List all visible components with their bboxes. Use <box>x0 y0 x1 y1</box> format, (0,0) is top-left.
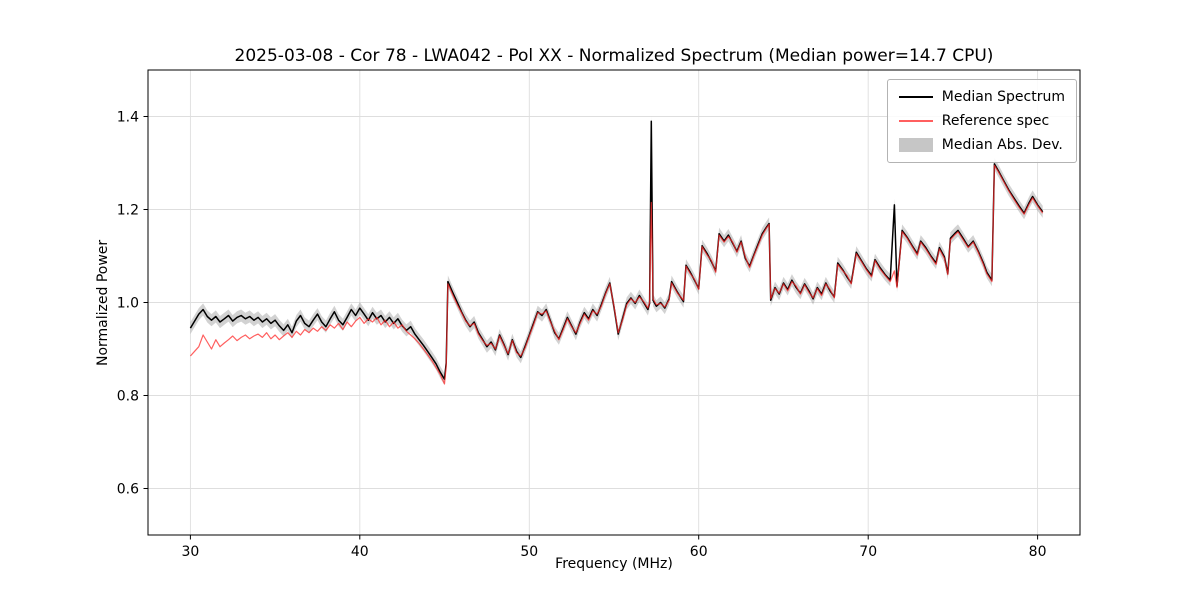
svg-text:1.2: 1.2 <box>117 203 139 219</box>
gridlines <box>148 70 1080 535</box>
chart-title: 2025-03-08 - Cor 78 - LWA042 - Pol XX - … <box>234 46 994 66</box>
svg-text:50: 50 <box>520 544 538 560</box>
legend-item-median-spectrum: Median Spectrum <box>898 88 1065 106</box>
svg-text:40: 40 <box>351 544 369 560</box>
x-ticks <box>189 535 1039 540</box>
y-tick-labels: 0.6 0.8 1.0 1.2 1.4 <box>117 110 139 498</box>
legend-label-reference-spec: Reference spec <box>941 113 1050 129</box>
median-line-swatch-icon <box>898 96 933 98</box>
y-ticks <box>143 116 148 489</box>
svg-text:70: 70 <box>859 544 877 560</box>
svg-text:30: 30 <box>181 544 199 560</box>
legend-label-median-abs-dev: Median Abs. Dev. <box>941 137 1063 153</box>
svg-text:0.8: 0.8 <box>117 389 139 405</box>
x-axis-label: Frequency (MHz) <box>555 556 673 572</box>
legend-item-median-abs-dev: Median Abs. Dev. <box>898 136 1065 154</box>
svg-text:60: 60 <box>690 544 708 560</box>
reference-spec-line <box>189 164 1044 385</box>
svg-text:1.4: 1.4 <box>117 110 139 126</box>
legend-label-median-spectrum: Median Spectrum <box>941 89 1065 105</box>
svg-text:0.6: 0.6 <box>117 482 139 498</box>
legend: Median Spectrum Reference spec Median Ab… <box>886 79 1077 163</box>
svg-text:1.0: 1.0 <box>117 296 139 312</box>
x-tick-labels: 30 40 50 60 70 80 <box>181 544 1046 560</box>
mad-band-swatch-icon <box>898 138 933 152</box>
legend-item-reference-spec: Reference spec <box>898 112 1065 130</box>
svg-text:80: 80 <box>1029 544 1047 560</box>
reference-line-swatch-icon <box>898 120 933 122</box>
